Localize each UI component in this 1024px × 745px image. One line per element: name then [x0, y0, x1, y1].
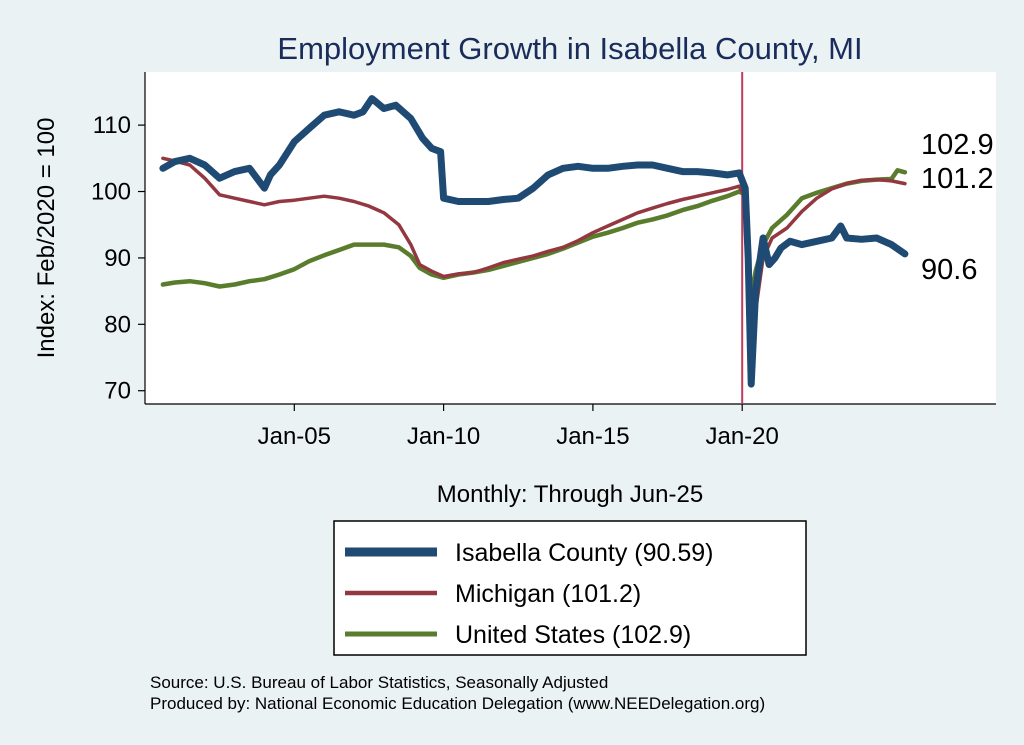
series-line-isabella-county	[159, 95, 909, 388]
y-tick-label: 90	[104, 245, 131, 272]
x-tick-label: Jan-10	[407, 423, 480, 450]
series-line-michigan	[161, 156, 907, 366]
x-axis-title: Monthly: Through Jun-25	[437, 481, 703, 508]
y-tick-label: 100	[91, 179, 131, 206]
producer-note: Produced by: National Economic Education…	[150, 694, 765, 713]
legend-items: Isabella County (90.59) Michigan (101.2) U…	[345, 539, 713, 649]
legend-label-isabella-county: Isabella County (90.59)	[455, 539, 713, 567]
end-label-michigan: 101.2	[921, 163, 994, 195]
series-lines	[159, 95, 909, 388]
y-tick-label: 110	[93, 112, 131, 139]
x-tick-label: Jan-15	[556, 423, 629, 450]
end-label-isabella-county: 90.6	[921, 254, 977, 286]
legend-label-michigan: Michigan (101.2)	[455, 580, 641, 608]
x-tick-label: Jan-05	[258, 423, 331, 450]
end-label-united-states: 102.9	[921, 129, 994, 161]
source-note: Source: U.S. Bureau of Labor Statistics,…	[150, 673, 608, 692]
y-axis-title: Index: Feb/2020 = 100	[33, 118, 60, 359]
axes: 70 80 90 100 110 Jan-05 Jan-10 Jan-15 Jan-20	[91, 72, 996, 450]
chart-title: Employment Growth in Isabella County, MI	[277, 31, 862, 66]
y-tick-label: 80	[104, 311, 131, 338]
legend-label-united-states: United States (102.9)	[455, 621, 691, 649]
x-tick-label: Jan-20	[705, 423, 778, 450]
y-tick-label: 70	[104, 378, 131, 405]
